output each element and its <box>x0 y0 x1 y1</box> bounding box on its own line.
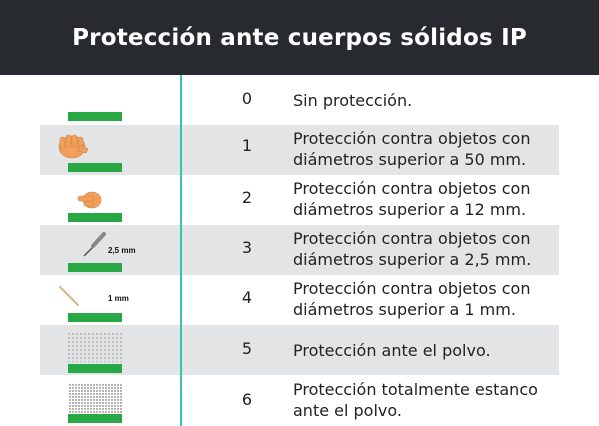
ip-number: 0 <box>241 89 253 108</box>
table-row: 1 mm 4 Protección contra objetos con diá… <box>0 275 599 325</box>
ip-description: Protección ante el polvo. <box>293 341 491 360</box>
light-dust-icon <box>0 325 180 375</box>
size-label: 1 mm <box>108 294 129 303</box>
table-row: 0 Sin protección. <box>0 75 599 125</box>
table-row: 2 Protección contra objetos con diámetro… <box>0 175 599 225</box>
ip-description: Protección contra objetos con diámetros … <box>293 179 531 219</box>
ip-number: 6 <box>241 390 253 409</box>
table-row: 5 Protección ante el polvo. <box>0 325 599 375</box>
ip-description: Protección totalmente estanco ante el po… <box>293 380 538 420</box>
finger-icon <box>0 175 180 225</box>
surface-bar <box>68 163 122 172</box>
surface-bar <box>68 313 122 322</box>
empty-icon <box>0 75 180 125</box>
ip-number: 4 <box>241 288 253 307</box>
table-row: 1 Protección contra objetos con diámetro… <box>0 125 599 175</box>
table-row: 6 Protección totalmente estanco ante el … <box>0 375 599 426</box>
ip-description: Protección contra objetos con diámetros … <box>293 279 531 319</box>
ip-number: 5 <box>241 339 253 358</box>
column-divider <box>180 75 182 426</box>
surface-bar <box>68 112 122 121</box>
ip-description: Protección contra objetos con diámetros … <box>293 129 531 169</box>
hand-icon <box>0 125 180 175</box>
surface-bar <box>68 263 122 272</box>
page-title: Protección ante cuerpos sólidos IP <box>0 0 599 75</box>
surface-bar <box>68 364 122 373</box>
ip-number: 2 <box>241 188 253 207</box>
table-row: 2,5 mm 3 Protección contra objetos con d… <box>0 225 599 275</box>
ip-description: Sin protección. <box>293 91 413 110</box>
surface-bar <box>68 213 122 222</box>
ip-number: 1 <box>241 136 253 155</box>
ip-number: 3 <box>241 238 253 257</box>
ip-description: Protección contra objetos con diámetros … <box>293 229 532 269</box>
dense-dust-icon <box>0 375 180 425</box>
wire-icon: 1 mm <box>0 275 180 325</box>
screwdriver-icon: 2,5 mm <box>0 225 180 275</box>
surface-bar <box>68 414 122 423</box>
size-label: 2,5 mm <box>108 246 136 255</box>
